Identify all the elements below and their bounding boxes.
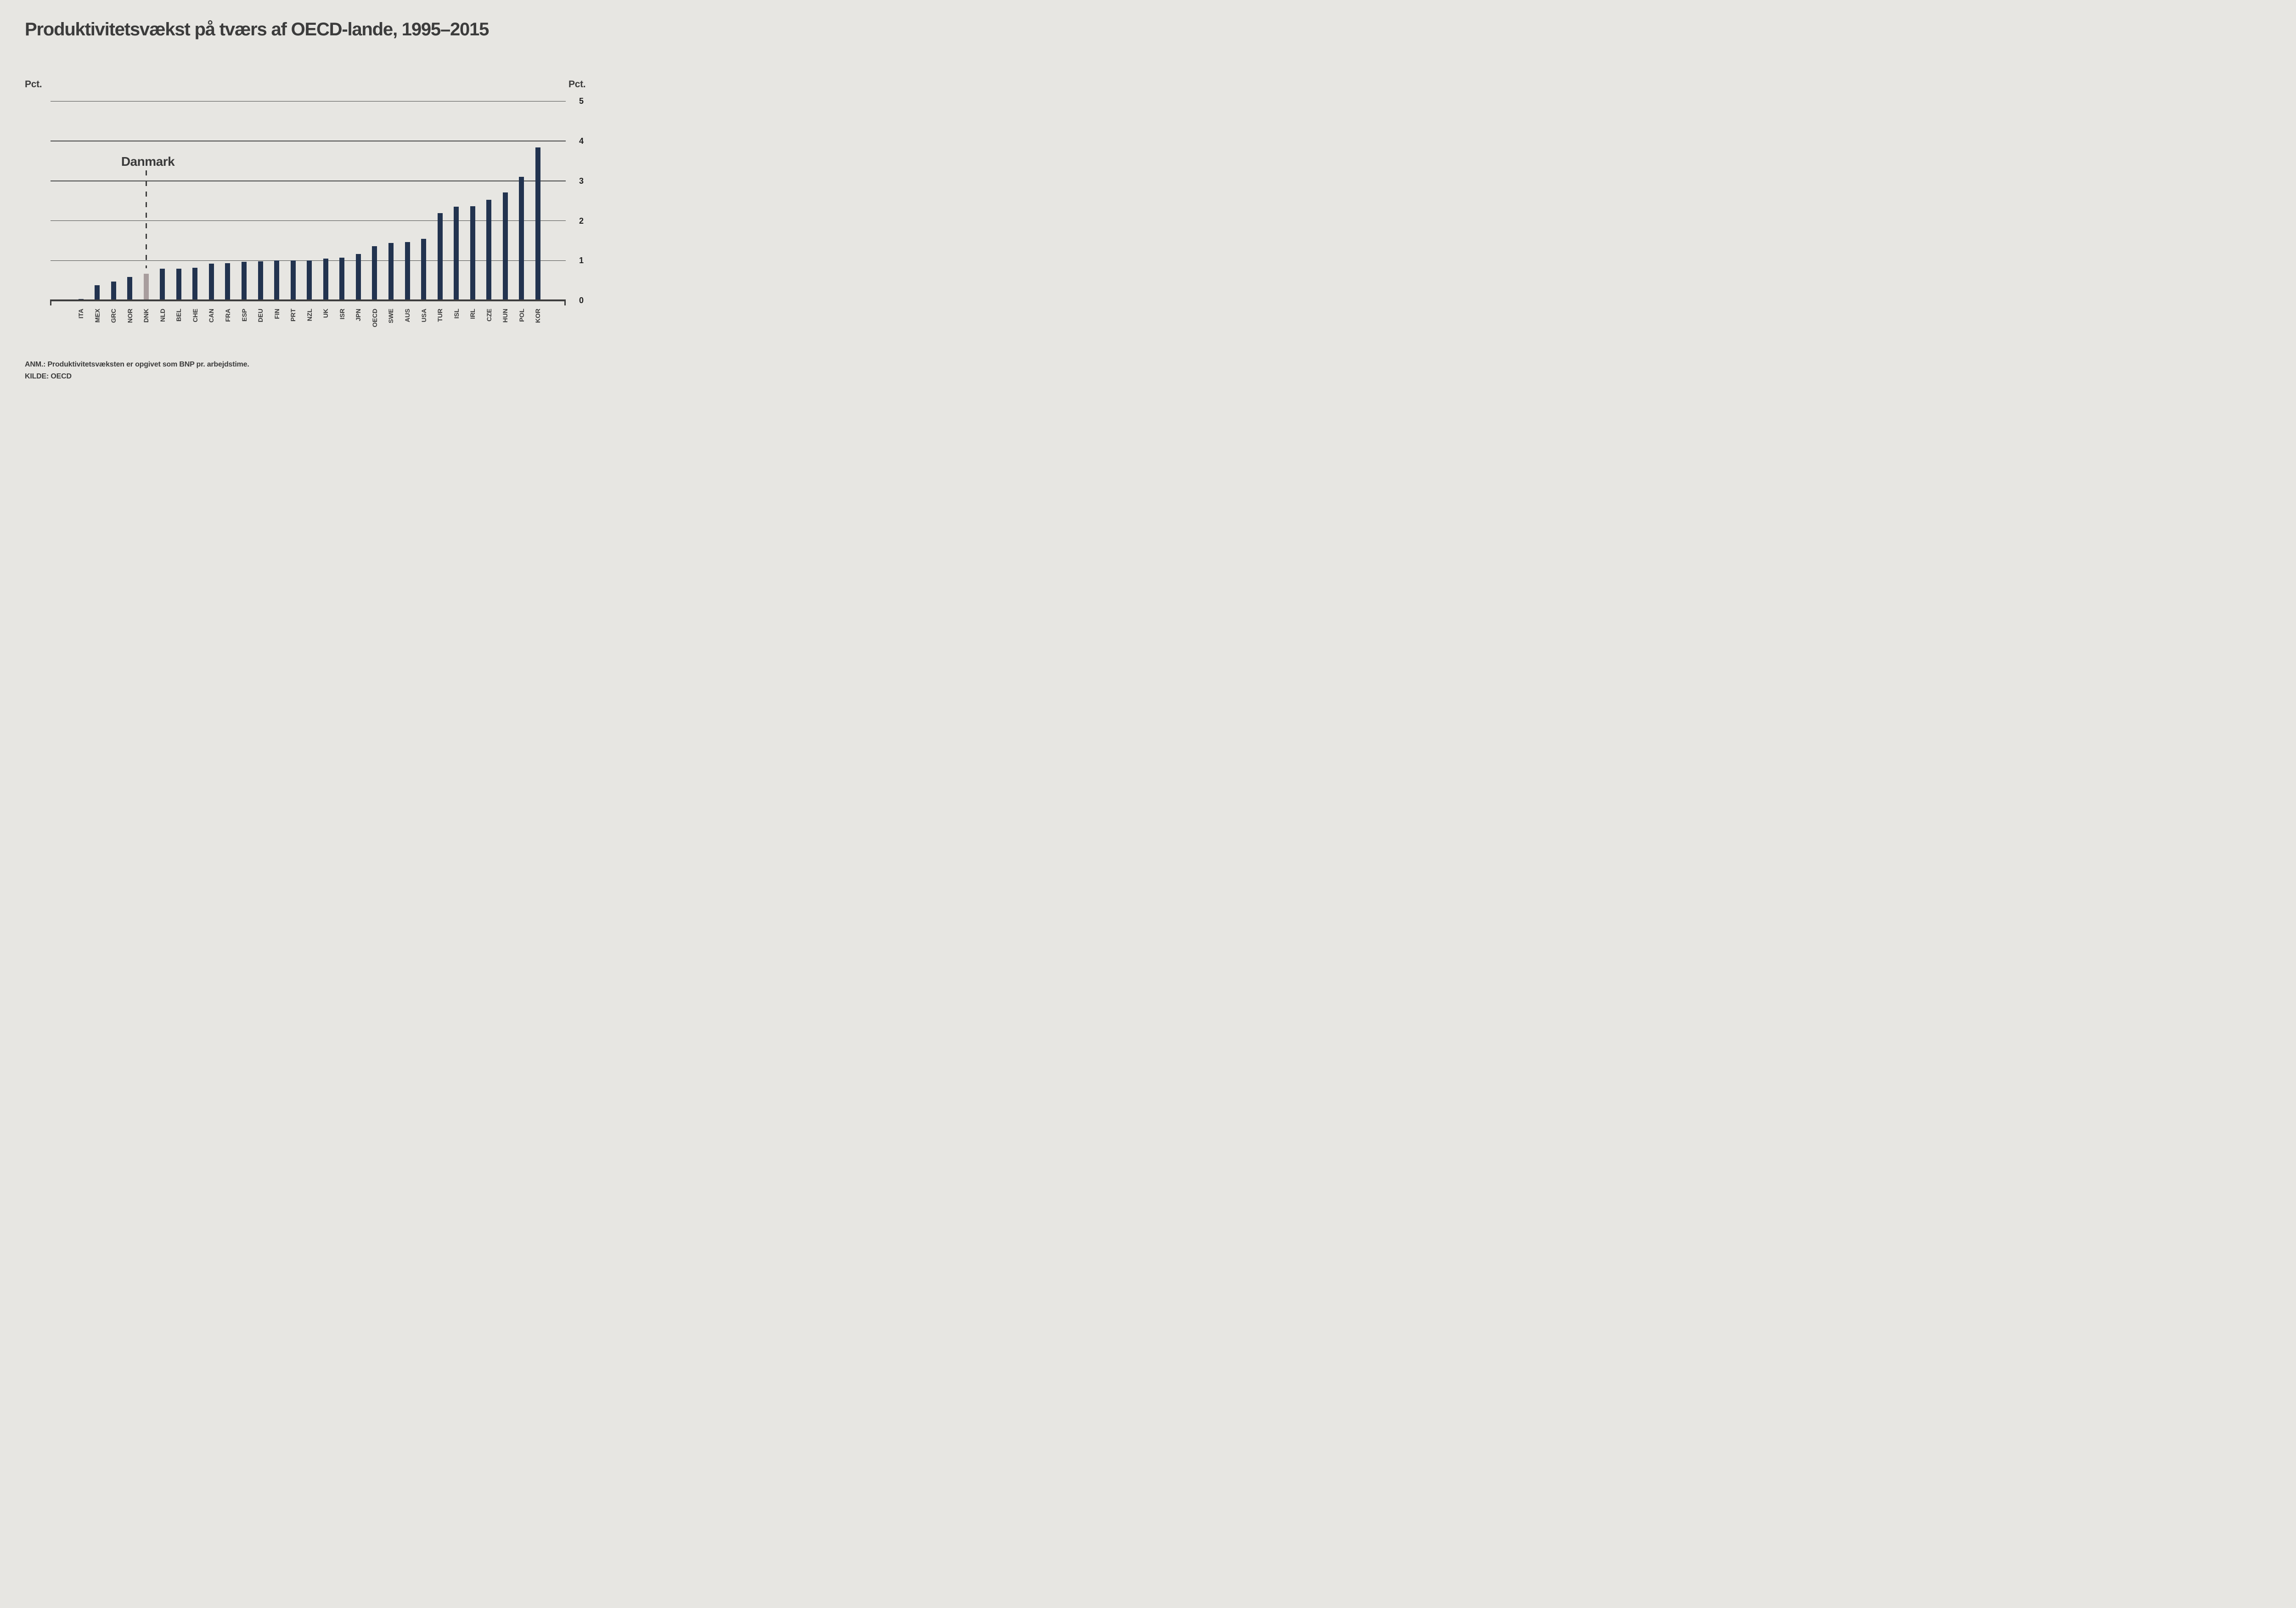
y-tick-label-3: 3 bbox=[579, 176, 584, 186]
x-label-grc: GRC bbox=[110, 309, 118, 323]
bar-aus bbox=[405, 242, 410, 300]
x-label-swe: SWE bbox=[387, 309, 395, 323]
x-label-hun: HUN bbox=[501, 309, 509, 323]
x-label-tur: TUR bbox=[436, 309, 444, 322]
bar-dnk bbox=[143, 273, 149, 300]
x-label-esp: ESP bbox=[240, 309, 248, 322]
y-tick-label-0: 0 bbox=[579, 296, 584, 305]
chart-notes: ANM.: Produktivitetsvæksten er opgivet s… bbox=[25, 359, 249, 383]
x-label-jpn: JPN bbox=[355, 309, 362, 322]
x-axis-right-end-tick bbox=[564, 299, 566, 305]
bar-hun bbox=[502, 192, 508, 300]
x-label-isr: ISR bbox=[338, 309, 346, 320]
x-label-can: CAN bbox=[208, 309, 215, 323]
x-label-fin: FIN bbox=[273, 309, 281, 319]
plot-area: 0 1 2 3 4 5 Danmark ITA MEX GRC NOR DNK NLD BEL CHE C… bbox=[0, 0, 670, 402]
x-label-uk: UK bbox=[322, 309, 330, 318]
chart-title: Produktivitetsvækst på tværs af OECD-lan… bbox=[25, 19, 489, 39]
x-label-nzl: NZL bbox=[305, 309, 313, 322]
x-axis-baseline bbox=[50, 299, 566, 301]
bar-fin bbox=[274, 260, 280, 300]
y-tick-label-2: 2 bbox=[579, 216, 584, 226]
x-label-irl: IRL bbox=[469, 309, 477, 319]
y-tick-label-5: 5 bbox=[579, 96, 584, 106]
x-label-mex: MEX bbox=[93, 309, 101, 323]
annotation-dashed-line bbox=[146, 170, 147, 268]
bar-esp bbox=[242, 261, 247, 300]
bar-isr bbox=[339, 258, 345, 300]
y-tick-label-4: 4 bbox=[579, 136, 584, 146]
note-kilde: KILDE: OECD bbox=[25, 372, 72, 380]
bar-mex bbox=[95, 285, 100, 300]
bar-can bbox=[208, 264, 214, 300]
bar-nld bbox=[160, 268, 165, 300]
x-label-prt: PRT bbox=[289, 309, 297, 322]
gridline-2 bbox=[50, 220, 566, 221]
bar-kor bbox=[535, 147, 540, 300]
bar-prt bbox=[290, 260, 296, 300]
x-label-kor: KOR bbox=[534, 309, 542, 323]
x-label-aus: AUS bbox=[404, 309, 411, 322]
x-label-cze: CZE bbox=[485, 309, 493, 322]
x-label-deu: DEU bbox=[257, 309, 264, 322]
y-tick-label-1: 1 bbox=[579, 256, 584, 265]
x-label-dnk: DNK bbox=[142, 309, 150, 323]
x-label-nld: NLD bbox=[158, 309, 166, 322]
bar-irl bbox=[470, 206, 475, 300]
y-unit-label-left: Pct. bbox=[25, 79, 42, 90]
bar-isl bbox=[454, 207, 459, 300]
bar-jpn bbox=[355, 254, 361, 300]
x-label-usa: USA bbox=[420, 309, 428, 322]
x-label-pol: POL bbox=[518, 309, 525, 322]
bar-swe bbox=[388, 243, 394, 300]
bar-oecd bbox=[372, 246, 377, 300]
bar-deu bbox=[258, 261, 263, 300]
x-label-isl: ISL bbox=[452, 309, 460, 319]
bar-uk bbox=[323, 258, 328, 300]
x-label-bel: BEL bbox=[175, 309, 183, 322]
bar-grc bbox=[111, 282, 116, 300]
x-axis-left-end-tick bbox=[50, 299, 51, 305]
gridline-5 bbox=[50, 101, 566, 102]
bar-tur bbox=[437, 213, 443, 300]
bar-pol bbox=[519, 177, 524, 300]
x-label-ita: ITA bbox=[77, 309, 84, 319]
bar-cze bbox=[486, 200, 492, 300]
x-label-oecd: OECD bbox=[371, 309, 378, 327]
note-anm: ANM.: Produktivitetsvæksten er opgivet s… bbox=[25, 361, 249, 368]
x-label-fra: FRA bbox=[224, 309, 231, 322]
bar-usa bbox=[421, 239, 427, 300]
bar-nor bbox=[127, 276, 133, 300]
chart-canvas: Produktivitetsvækst på tværs af OECD-lan… bbox=[0, 0, 670, 402]
annotation-label: Danmark bbox=[121, 154, 175, 169]
bar-che bbox=[192, 267, 198, 300]
bar-nzl bbox=[307, 260, 312, 300]
y-unit-label-right: Pct. bbox=[568, 79, 586, 90]
bar-bel bbox=[176, 268, 181, 300]
x-label-che: CHE bbox=[191, 309, 199, 322]
x-label-nor: NOR bbox=[126, 309, 134, 323]
bar-fra bbox=[225, 263, 231, 300]
